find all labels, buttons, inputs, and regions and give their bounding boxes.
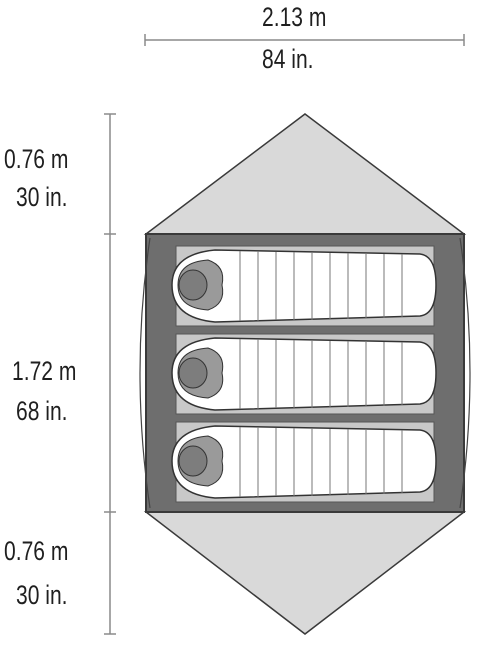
height-dimension-line: [104, 113, 116, 635]
front-vestibule: [143, 113, 467, 235]
sleeping-bag-3: [171, 425, 437, 499]
rear-vestibule-imperial-label: 30 in.: [16, 580, 68, 610]
right-door-curve: [459, 237, 471, 509]
sleeping-bag-2: [171, 337, 437, 411]
floor-length-imperial-label: 68 in.: [16, 396, 68, 426]
floor-length-metric-label: 1.72 m: [12, 356, 77, 386]
left-door-curve: [139, 237, 151, 509]
front-vestibule-imperial-label: 30 in.: [16, 182, 68, 212]
rear-vestibule: [143, 511, 467, 635]
front-vestibule-metric-label: 0.76 m: [4, 144, 69, 174]
sleeping-bag-1: [171, 249, 437, 323]
width-dimension-line: [144, 34, 465, 46]
rear-vestibule-metric-label: 0.76 m: [4, 536, 69, 566]
